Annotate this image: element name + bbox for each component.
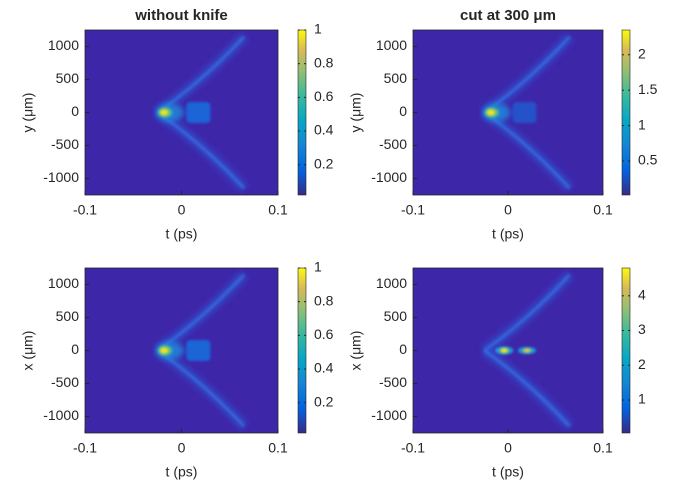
colorbar-tick-label: 2 <box>638 356 646 372</box>
y-tick-label: -500 <box>51 136 79 152</box>
peak-core <box>160 347 169 354</box>
y-tick-label: -1000 <box>43 407 79 423</box>
x-tick-label: 0 <box>178 202 186 218</box>
plot-panel: -0.1 0 0.1 -1000 -500 0 500 1000 t (ps) x (μm) 0.2… <box>20 259 334 480</box>
field-wing-core <box>483 349 571 428</box>
colorbar-tick-label: 0.6 <box>314 326 334 342</box>
x-tick-label: -0.1 <box>73 202 97 218</box>
colorbar-tick-label: 0.5 <box>638 152 658 168</box>
colorbar-tick-label: 0.4 <box>314 122 334 138</box>
x-tick-label: 0.1 <box>593 440 613 456</box>
y-tick-label: 1000 <box>48 275 79 291</box>
shoulder <box>186 101 211 124</box>
x-tick-label: 0 <box>504 202 512 218</box>
x-tick-label: -0.1 <box>401 440 425 456</box>
y-axis-label: x (μm) <box>20 331 36 371</box>
shoulder <box>186 339 211 362</box>
colorbar-tick-label: 0.8 <box>314 292 334 308</box>
heatmap-image <box>154 33 248 192</box>
x-axis-label: t (ps) <box>492 226 524 242</box>
field-wing-core <box>483 273 571 352</box>
colorbar <box>297 267 307 434</box>
y-tick-label: 500 <box>384 308 408 324</box>
y-tick-label: -1000 <box>371 407 407 423</box>
colorbar-tick-label: 4 <box>638 286 646 302</box>
y-axis-label: x (μm) <box>348 331 364 371</box>
x-tick-label: -0.1 <box>73 440 97 456</box>
y-axis-label: y (μm) <box>20 93 36 133</box>
colorbar <box>297 29 307 196</box>
panel-title: without knife <box>134 7 228 24</box>
colorbar-tick-label: 0.4 <box>314 360 334 376</box>
y-tick-label: -1000 <box>43 169 79 185</box>
x-tick-label: -0.1 <box>401 202 425 218</box>
colorbar-tick-label: 0.2 <box>314 393 334 409</box>
colorbar-tick-label: 1 <box>638 391 646 407</box>
panel-title: cut at 300 μm <box>460 7 556 24</box>
plot-panel: -0.1 0 0.1 -1000 -500 0 500 1000 t (ps) x (μm) 1 2 3… <box>348 267 646 480</box>
peak-core <box>160 109 169 116</box>
colorbar-tick-label: 1 <box>314 21 322 37</box>
heatmap-image <box>154 271 248 430</box>
x-axis-label: t (ps) <box>166 464 198 480</box>
plot-panel: -0.1 0 0.1 -1000 -500 0 500 1000 without knife t … <box>20 7 334 242</box>
y-tick-label: -500 <box>379 136 407 152</box>
heatmap-image <box>481 271 574 430</box>
colorbar-tick-label: 3 <box>638 321 646 337</box>
y-tick-label: 500 <box>56 70 80 86</box>
x-tick-label: 0.1 <box>268 202 288 218</box>
y-tick-label: 1000 <box>376 37 407 53</box>
y-tick-label: 500 <box>56 308 80 324</box>
colorbar <box>621 29 631 196</box>
peak-core <box>486 109 495 116</box>
y-tick-label: -500 <box>379 374 407 390</box>
x-axis-label: t (ps) <box>492 464 524 480</box>
x-axis-label: t (ps) <box>166 226 198 242</box>
colorbar-tick-label: 1 <box>638 116 646 132</box>
colorbar-tick-label: 1.5 <box>638 81 658 97</box>
x-tick-label: 0.1 <box>593 202 613 218</box>
y-tick-label: 0 <box>71 341 79 357</box>
y-tick-label: 0 <box>399 341 407 357</box>
heatmap-image <box>481 33 574 192</box>
y-tick-label: 500 <box>384 70 408 86</box>
colorbar <box>621 267 631 434</box>
hot-spot <box>500 348 509 353</box>
colorbar-tick-label: 0.8 <box>314 54 334 70</box>
x-tick-label: 0 <box>504 440 512 456</box>
colorbar-tick-label: 0.6 <box>314 88 334 104</box>
colorbar-tick-label: 1 <box>314 259 322 275</box>
y-tick-label: 1000 <box>48 37 79 53</box>
plot-panel: -0.1 0 0.1 -1000 -500 0 500 1000 cut at 300 μm t … <box>348 7 658 242</box>
colorbar-tick-label: 0.2 <box>314 155 334 171</box>
colorbar-tick-label: 2 <box>638 45 646 61</box>
shoulder <box>512 101 537 124</box>
x-tick-label: 0 <box>178 440 186 456</box>
hot-spot <box>523 348 531 353</box>
y-tick-label: -500 <box>51 374 79 390</box>
y-tick-label: 0 <box>71 103 79 119</box>
y-tick-label: 1000 <box>376 275 407 291</box>
y-tick-label: 0 <box>399 103 407 119</box>
x-tick-label: 0.1 <box>268 440 288 456</box>
y-axis-label: y (μm) <box>348 93 364 133</box>
y-tick-label: -1000 <box>371 169 407 185</box>
